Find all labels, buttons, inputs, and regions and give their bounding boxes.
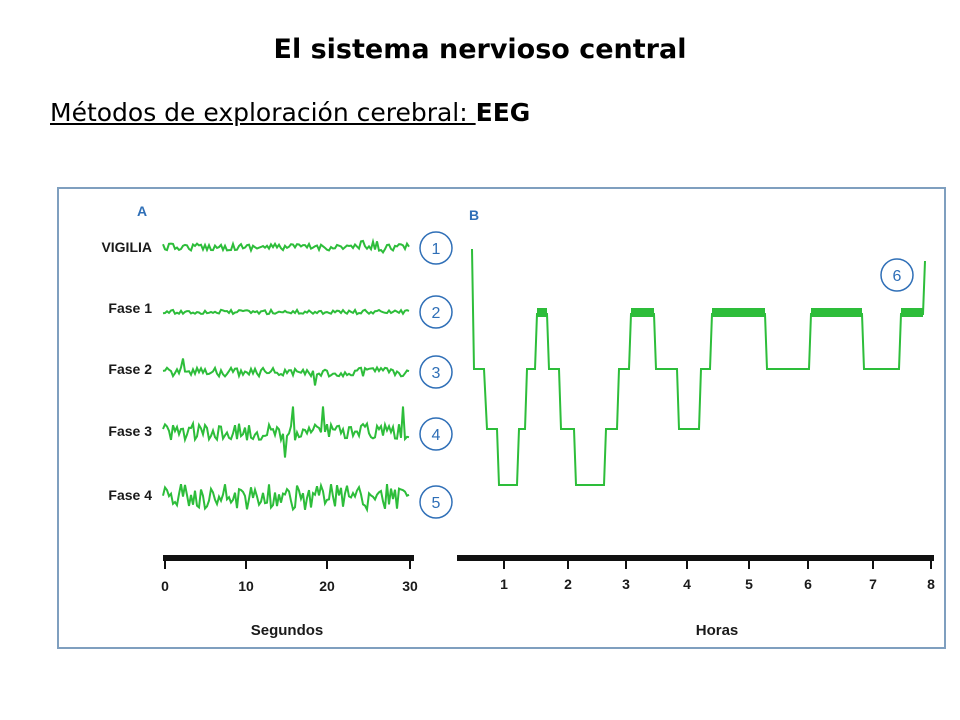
eeg-trace-fase-1 <box>162 307 410 316</box>
panel-a-letter: A <box>137 203 148 219</box>
slide-title: El sistema nervioso central <box>273 34 687 65</box>
hours-axis-bar <box>457 555 934 561</box>
seconds-tick-label-10: 10 <box>238 578 254 594</box>
row-number-2: 2 <box>432 305 441 322</box>
row-label-vigilia: VIGILIA <box>101 239 152 255</box>
seconds-tick-label-20: 20 <box>319 578 335 594</box>
row-number-circle-2: 2 <box>419 295 453 329</box>
subtitle-eeg-text: EEG <box>475 98 531 127</box>
hours-tick-label-3: 3 <box>622 576 630 592</box>
seconds-axis-label: Segundos <box>251 622 324 639</box>
row-label-fase-1: Fase 1 <box>108 300 152 316</box>
subtitle-methods-text: Métodos de exploración cerebral: <box>50 98 476 127</box>
eeg-figure: A B VIGILIA Fase 1 Fase 2 Fase 3 Fase 4 … <box>57 187 946 649</box>
row-number-circle-5: 5 <box>419 485 453 519</box>
hours-ticks: 1 2 3 4 5 6 7 8 <box>500 561 935 592</box>
row-number-4: 4 <box>432 427 441 444</box>
seconds-tick-label-30: 30 <box>402 578 418 594</box>
eeg-trace-fase-3 <box>162 406 410 458</box>
row-label-fase-3: Fase 3 <box>108 423 152 439</box>
rem-band-5 <box>901 308 923 317</box>
hours-tick-label-5: 5 <box>745 576 753 592</box>
eeg-figure-svg: VIGILIA Fase 1 Fase 2 Fase 3 Fase 4 1 2 … <box>101 231 935 639</box>
row-number-1: 1 <box>432 241 441 258</box>
row-label-fase-4: Fase 4 <box>108 487 152 503</box>
hours-tick-label-8: 8 <box>927 576 935 592</box>
panel-b-letter: B <box>469 207 480 223</box>
row-label-fase-2: Fase 2 <box>108 361 152 377</box>
row-number-circle-3: 3 <box>419 355 453 389</box>
hours-tick-label-1: 1 <box>500 576 508 592</box>
hypnogram-marker-circle-6: 6 <box>880 258 914 292</box>
row-number-3: 3 <box>432 365 441 382</box>
hours-tick-label-7: 7 <box>869 576 877 592</box>
hours-tick-label-2: 2 <box>564 576 572 592</box>
row-number-5: 5 <box>432 495 441 512</box>
hours-tick-label-4: 4 <box>683 576 691 592</box>
rem-band-3 <box>712 308 765 317</box>
hours-tick-label-6: 6 <box>804 576 812 592</box>
slide-subtitle: Métodos de exploración cerebral: EEG <box>50 98 530 127</box>
rem-band-1 <box>537 308 547 317</box>
seconds-axis-bar <box>163 555 414 561</box>
eeg-trace-fase-2 <box>162 358 410 386</box>
rem-bands <box>537 308 923 317</box>
seconds-tick-label-0: 0 <box>161 578 169 594</box>
rem-band-2 <box>631 308 654 317</box>
row-number-circle-4: 4 <box>419 417 453 451</box>
hypnogram-trace <box>471 248 926 486</box>
hours-axis-label: Horas <box>696 622 739 639</box>
eeg-trace-fase-4 <box>162 481 410 514</box>
hypnogram-marker-number: 6 <box>893 268 902 285</box>
eeg-trace-vigilia <box>162 237 410 255</box>
row-number-circle-1: 1 <box>419 231 453 265</box>
rem-band-4 <box>811 308 862 317</box>
